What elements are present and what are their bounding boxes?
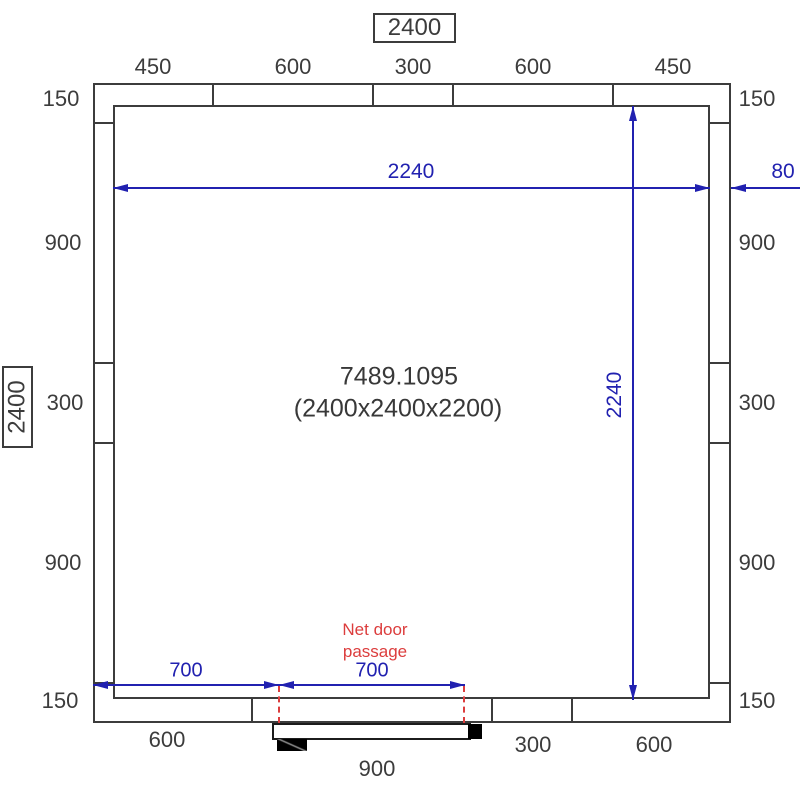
product-dimensions: (2400x2400x2200) xyxy=(293,394,503,423)
wall-tick-top-2 xyxy=(372,83,374,105)
wall-tick-left-3 xyxy=(93,442,115,444)
inner-height-arrow-top-icon xyxy=(629,106,637,121)
wall-tick-bottom-2 xyxy=(491,699,493,723)
inner-height-dim-line xyxy=(632,106,634,700)
door-offset-label: 700 xyxy=(169,659,203,682)
overall-height-label: 2400 xyxy=(3,380,31,434)
wall-tick-right-4 xyxy=(709,682,731,684)
panel-label-left-5: 150 xyxy=(41,688,79,713)
panel-label-left-1: 150 xyxy=(42,86,80,111)
wall-tick-bottom-1 xyxy=(251,699,253,723)
inner-height-label: 2240 xyxy=(603,371,626,419)
panel-label-right-5: 150 xyxy=(738,688,776,713)
panel-label-bottom-3: 300 xyxy=(514,732,552,757)
inner-wall xyxy=(113,105,710,699)
door-offset-arrow-left-icon xyxy=(93,681,108,689)
door-slab xyxy=(272,723,471,740)
inner-width-dim-line xyxy=(113,187,710,189)
panel-label-bottom-4: 600 xyxy=(635,732,673,757)
door-offset-dim-line xyxy=(93,684,279,686)
wall-tick-left-1 xyxy=(93,122,115,124)
panel-label-left-2: 900 xyxy=(44,230,82,255)
inner-width-arrow-left-icon xyxy=(113,184,128,192)
rear-clearance-dim-line xyxy=(731,187,800,189)
wall-tick-top-3 xyxy=(452,83,454,105)
wall-tick-top-4 xyxy=(612,83,614,105)
wall-tick-top-1 xyxy=(212,83,214,105)
panel-label-top-1: 450 xyxy=(134,54,172,79)
panel-label-right-3: 300 xyxy=(738,390,776,415)
panel-label-bottom-2: 900 xyxy=(358,756,396,781)
door-passage-dim-line xyxy=(279,684,465,686)
panel-label-right-4: 900 xyxy=(738,550,776,575)
panel-label-top-4: 600 xyxy=(514,54,552,79)
panel-label-right-2: 900 xyxy=(738,230,776,255)
wall-tick-left-2 xyxy=(93,362,115,364)
panel-label-right-1: 150 xyxy=(738,86,776,111)
door-projection-line-right xyxy=(463,686,465,723)
overall-height-box: 2400 xyxy=(2,366,33,448)
wall-tick-right-1 xyxy=(709,122,731,124)
door-offset-arrow-right-icon xyxy=(264,681,279,689)
panel-label-top-3: 300 xyxy=(394,54,432,79)
panel-label-bottom-1: 600 xyxy=(148,727,186,752)
overall-width-label: 2400 xyxy=(387,14,442,41)
door-handle xyxy=(277,739,307,751)
overall-width-box: 2400 xyxy=(373,13,456,43)
product-code: 7489.1095 xyxy=(339,362,459,391)
door-passage-arrow-left-icon xyxy=(279,681,294,689)
panel-label-left-3: 300 xyxy=(46,390,84,415)
door-projection-line-left xyxy=(278,686,280,723)
door-passage-note: Net door passage xyxy=(342,619,408,661)
inner-width-arrow-right-icon xyxy=(695,184,710,192)
door-passage-label: 700 xyxy=(355,659,389,682)
inner-width-label: 2240 xyxy=(387,160,435,183)
panel-label-top-2: 600 xyxy=(274,54,312,79)
door-hinge-block xyxy=(468,724,482,739)
inner-height-arrow-bottom-icon xyxy=(629,685,637,700)
wall-tick-right-3 xyxy=(709,442,731,444)
rear-clearance-arrow-icon xyxy=(731,184,746,192)
outer-wall xyxy=(93,83,731,723)
rear-clearance-label: 80 xyxy=(771,160,795,183)
wall-tick-bottom-3 xyxy=(571,699,573,723)
panel-label-left-4: 900 xyxy=(44,550,82,575)
door-passage-arrow-right-icon xyxy=(450,681,465,689)
panel-label-top-5: 450 xyxy=(654,54,692,79)
wall-tick-right-2 xyxy=(709,362,731,364)
